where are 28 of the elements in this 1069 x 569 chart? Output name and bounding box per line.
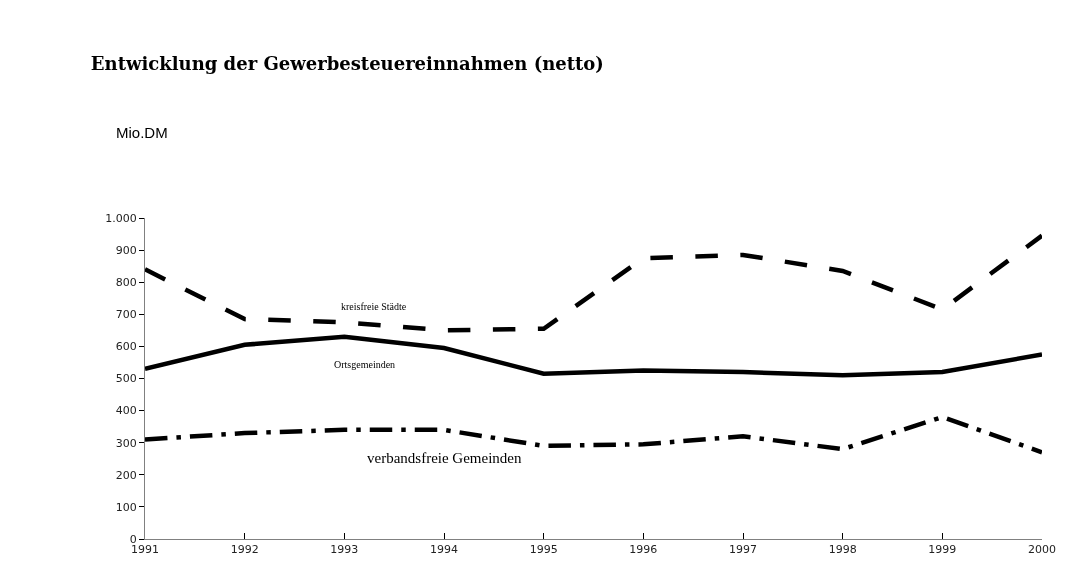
x-tick-label: 1996 bbox=[629, 543, 658, 557]
series-label: verbandsfreie Gemeinden bbox=[367, 450, 523, 466]
y-tick-label: 300 bbox=[115, 436, 137, 450]
y-tick-label: 900 bbox=[115, 243, 137, 257]
x-tick-label: 1991 bbox=[131, 543, 159, 557]
x-tick-label: 1994 bbox=[430, 543, 458, 557]
y-tick-label: 0 bbox=[129, 532, 137, 546]
y-tick-label: 100 bbox=[115, 500, 137, 514]
y-tick-label: 700 bbox=[115, 308, 137, 322]
x-tick-label: 2000 bbox=[1028, 543, 1056, 557]
y-tick-label: 800 bbox=[115, 276, 137, 290]
y-axis-title: Mio.DM bbox=[116, 124, 168, 141]
y-tick-label: 500 bbox=[115, 372, 137, 386]
chart-title: Entwicklung der Gewerbesteuereinnahmen (netto) bbox=[90, 52, 604, 74]
line-series bbox=[145, 233, 1042, 333]
y-tick-label: 200 bbox=[115, 468, 137, 482]
series-label: kreisfreie Städte bbox=[341, 301, 407, 312]
x-tick-label: 1995 bbox=[529, 543, 558, 557]
x-tick-label: 1999 bbox=[928, 543, 957, 557]
x-tick-label: 1998 bbox=[828, 543, 857, 557]
y-tick-label: 600 bbox=[115, 340, 137, 354]
line-series bbox=[145, 334, 1042, 378]
x-tick-label: 1992 bbox=[230, 543, 259, 557]
x-tick-label: 1997 bbox=[729, 543, 757, 557]
series-label: Ortsgemeinden bbox=[334, 359, 396, 370]
y-tick-label: 400 bbox=[115, 404, 137, 418]
x-tick-label: 1993 bbox=[330, 543, 359, 557]
y-tick-label: 1.000 bbox=[105, 211, 137, 225]
